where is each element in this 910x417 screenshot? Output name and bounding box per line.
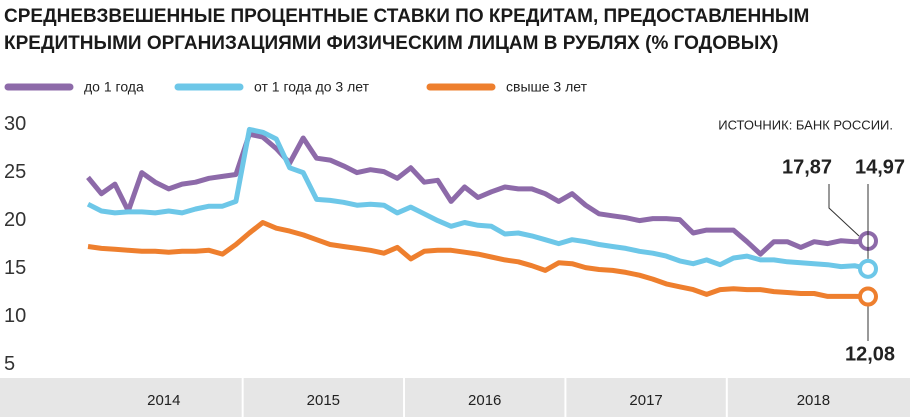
end-marker (858, 286, 878, 307)
chart-title: СРЕДНЕВЗВЕШЕННЫЕ ПРОЦЕНТНЫЕ СТАВКИ ПО КР… (4, 6, 809, 27)
x-axis-band (0, 378, 910, 417)
chart-title: КРЕДИТНЫМИ ОРГАНИЗАЦИЯМИ ФИЗИЧЕСКИМ ЛИЦА… (4, 33, 778, 54)
y-tick-label: 15 (4, 257, 26, 279)
value-label: 17,87 (782, 156, 832, 178)
x-tick-label: 2017 (629, 392, 662, 409)
y-tick-label: 25 (4, 161, 26, 183)
end-marker (858, 258, 878, 279)
line (87, 220, 869, 299)
x-tick-label: 2016 (468, 392, 501, 409)
source: ИСТОЧНИК: БАНК РОССИИ. (718, 117, 893, 132)
x-tick-label: 2018 (797, 392, 830, 409)
legend-label: от 1 года до 3 лет (254, 79, 370, 95)
value-label: 12,08 (845, 343, 895, 365)
y-tick-label: 20 (4, 209, 26, 231)
legend-label: свыше 3 лет (506, 79, 588, 95)
legend-label: до 1 года (84, 79, 144, 95)
x-tick-label: 2015 (307, 392, 340, 409)
x-tick-label: 2014 (147, 392, 180, 409)
line (86, 131, 869, 257)
y-tick-label: 5 (4, 353, 15, 375)
y-tick-label: 10 (4, 305, 26, 327)
line (86, 126, 869, 272)
value-label: 14,97 (855, 156, 905, 178)
leader-line (828, 184, 860, 237)
y-tick-label: 30 (4, 113, 26, 135)
